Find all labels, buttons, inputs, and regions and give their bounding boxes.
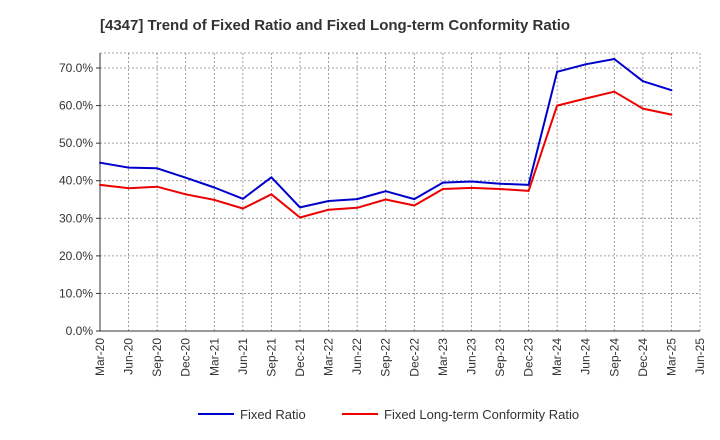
legend-label: Fixed Ratio bbox=[240, 407, 306, 422]
x-tick-label: Sep-20 bbox=[150, 338, 164, 377]
data-point bbox=[127, 187, 130, 190]
x-tick-label: Dec-21 bbox=[293, 338, 307, 377]
data-point bbox=[556, 70, 559, 73]
data-point bbox=[184, 176, 187, 179]
x-axis-ticks: Mar-20 Jun-20 Sep-20 Dec-20 Mar-21 Jun-21 Sep-… bbox=[93, 338, 707, 377]
data-point bbox=[99, 183, 101, 186]
x-tick-label: Jun-21 bbox=[236, 338, 250, 375]
x-tick-label: Mar-23 bbox=[436, 338, 450, 376]
axes bbox=[96, 53, 700, 332]
x-tick-label: Sep-22 bbox=[379, 338, 393, 377]
y-tick-label: 20.0% bbox=[59, 249, 93, 263]
x-tick-label: Jun-24 bbox=[579, 338, 593, 375]
data-point bbox=[241, 207, 244, 210]
x-tick-label: Mar-21 bbox=[207, 338, 221, 376]
data-point bbox=[527, 183, 530, 186]
y-tick-label: 30.0% bbox=[59, 211, 93, 225]
chart-title: [4347] Trend of Fixed Ratio and Fixed Lo… bbox=[100, 17, 570, 34]
x-tick-label: Dec-24 bbox=[636, 338, 650, 377]
x-tick-label: Mar-22 bbox=[322, 338, 336, 376]
data-point bbox=[270, 176, 273, 179]
x-tick-label: Dec-22 bbox=[407, 338, 421, 377]
grid bbox=[100, 52, 701, 331]
data-point bbox=[213, 186, 216, 189]
x-tick-label: Sep-24 bbox=[607, 338, 621, 377]
data-point bbox=[213, 198, 216, 201]
data-point bbox=[499, 182, 501, 185]
data-point bbox=[299, 216, 301, 219]
data-point bbox=[613, 90, 616, 93]
x-tick-label: Jun-20 bbox=[122, 338, 136, 375]
data-point bbox=[156, 185, 159, 188]
data-point bbox=[641, 107, 644, 110]
data-point bbox=[670, 89, 673, 92]
data-point bbox=[527, 189, 530, 192]
x-tick-label: Sep-23 bbox=[493, 338, 507, 377]
data-point bbox=[584, 97, 587, 100]
x-tick-label: Jun-22 bbox=[350, 338, 364, 375]
y-axis-ticks: 0.0% 10.0% 20.0% 30.0% 40.0% 50.0% 60.0% 70.0% bbox=[59, 61, 93, 338]
legend-label: Fixed Long-term Conformity Ratio bbox=[384, 407, 579, 422]
data-point bbox=[384, 198, 387, 201]
data-point bbox=[556, 104, 559, 107]
x-tick-label: Mar-24 bbox=[550, 338, 564, 376]
data-point bbox=[127, 166, 130, 169]
x-tick-label: Mar-20 bbox=[93, 338, 107, 376]
x-tick-label: Jun-25 bbox=[693, 338, 707, 375]
y-tick-label: 10.0% bbox=[59, 286, 93, 300]
data-point bbox=[99, 161, 101, 164]
data-point bbox=[327, 200, 330, 203]
x-tick-label: Dec-23 bbox=[522, 338, 536, 377]
data-point bbox=[156, 167, 159, 170]
y-tick-label: 0.0% bbox=[66, 324, 94, 338]
y-tick-label: 60.0% bbox=[59, 99, 93, 113]
data-point bbox=[499, 187, 501, 190]
x-tick-label: Mar-25 bbox=[664, 338, 678, 376]
data-point bbox=[413, 198, 416, 201]
y-tick-label: 40.0% bbox=[59, 174, 93, 188]
data-point bbox=[584, 63, 587, 66]
data-point bbox=[270, 193, 273, 196]
series bbox=[99, 58, 673, 219]
data-point bbox=[299, 206, 301, 209]
data-point bbox=[356, 206, 359, 209]
data-point bbox=[384, 190, 387, 193]
data-point bbox=[356, 198, 359, 201]
data-point bbox=[413, 204, 416, 207]
data-point bbox=[327, 208, 330, 211]
data-point bbox=[613, 58, 616, 61]
legend: Fixed Ratio Fixed Long-term Conformity Ra… bbox=[198, 407, 579, 422]
data-point bbox=[441, 181, 444, 184]
x-tick-label: Jun-23 bbox=[464, 338, 478, 375]
y-tick-label: 50.0% bbox=[59, 136, 93, 150]
data-point bbox=[241, 197, 244, 200]
data-point bbox=[441, 187, 444, 190]
data-point bbox=[670, 113, 673, 116]
x-tick-label: Dec-20 bbox=[179, 338, 193, 377]
data-point bbox=[641, 80, 644, 83]
data-point bbox=[470, 180, 473, 183]
data-point bbox=[470, 186, 473, 189]
data-point bbox=[184, 193, 187, 196]
x-tick-label: Sep-21 bbox=[264, 338, 278, 377]
y-tick-label: 70.0% bbox=[59, 61, 93, 75]
